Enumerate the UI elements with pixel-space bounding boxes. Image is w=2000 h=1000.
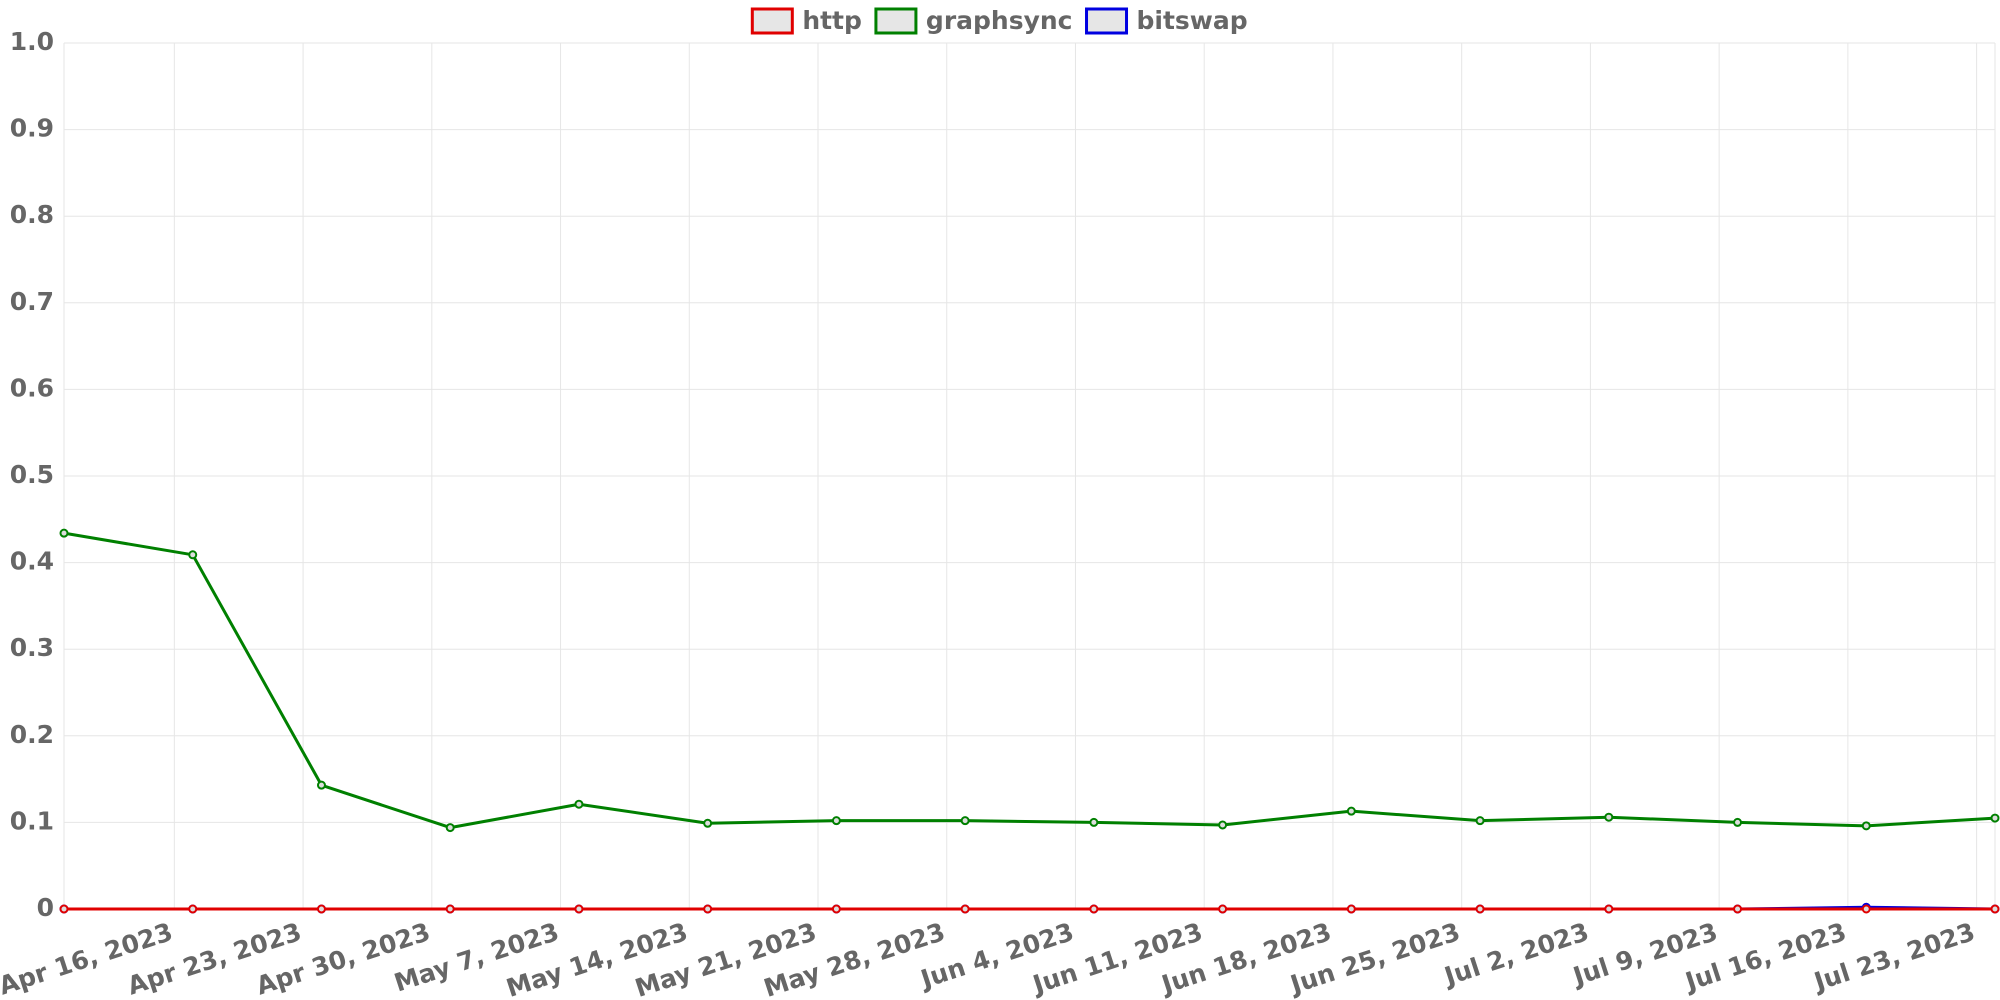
point xyxy=(1604,812,1614,822)
point xyxy=(1475,904,1485,914)
legend-swatch xyxy=(874,7,918,35)
series-0 xyxy=(59,904,2000,914)
point xyxy=(316,780,326,790)
point xyxy=(1861,904,1871,914)
y-tick-label: 0.3 xyxy=(10,633,54,662)
point xyxy=(1218,904,1228,914)
grid xyxy=(63,42,1996,910)
x-tick-label: Jul 2, 2023 xyxy=(1439,917,1592,991)
point xyxy=(445,823,455,833)
point xyxy=(59,528,69,538)
point xyxy=(703,818,713,828)
y-tick-label: 0.1 xyxy=(10,806,54,835)
point xyxy=(1990,813,2000,823)
point xyxy=(960,904,970,914)
point xyxy=(1218,820,1228,830)
point xyxy=(1990,904,2000,914)
point xyxy=(574,904,584,914)
point xyxy=(1733,817,1743,827)
legend-label: graphsync xyxy=(926,6,1073,35)
y-tick-label: 0.7 xyxy=(10,287,54,316)
y-tick-label: 1.0 xyxy=(10,27,54,56)
point xyxy=(1089,817,1099,827)
point xyxy=(1346,806,1356,816)
point xyxy=(703,904,713,914)
point xyxy=(188,550,198,560)
legend: http graphsync bitswap xyxy=(750,6,1248,35)
point xyxy=(1475,816,1485,826)
legend-swatch xyxy=(1085,7,1129,35)
legend-label: http xyxy=(802,6,862,35)
point xyxy=(831,904,841,914)
legend-swatch xyxy=(750,7,794,35)
legend-label: bitswap xyxy=(1137,6,1248,35)
point xyxy=(1346,904,1356,914)
y-tick-label: 0.5 xyxy=(10,460,54,489)
point xyxy=(1604,904,1614,914)
y-tick-label: 0 xyxy=(37,893,54,922)
series xyxy=(59,528,2000,914)
y-tick-label: 0.9 xyxy=(10,114,54,143)
point xyxy=(831,816,841,826)
y-tick-label: 0.6 xyxy=(10,373,54,402)
point xyxy=(445,904,455,914)
point xyxy=(316,904,326,914)
line xyxy=(63,531,1996,830)
point xyxy=(1861,821,1871,831)
point xyxy=(1733,904,1743,914)
point xyxy=(1089,904,1099,914)
point xyxy=(574,799,584,809)
series-1 xyxy=(59,528,2000,833)
y-tick-label: 0.2 xyxy=(10,720,54,749)
y-tick-label: 0.8 xyxy=(10,200,54,229)
point xyxy=(59,904,69,914)
y-tick-label: 0.4 xyxy=(10,547,54,576)
point xyxy=(188,904,198,914)
point xyxy=(960,816,970,826)
